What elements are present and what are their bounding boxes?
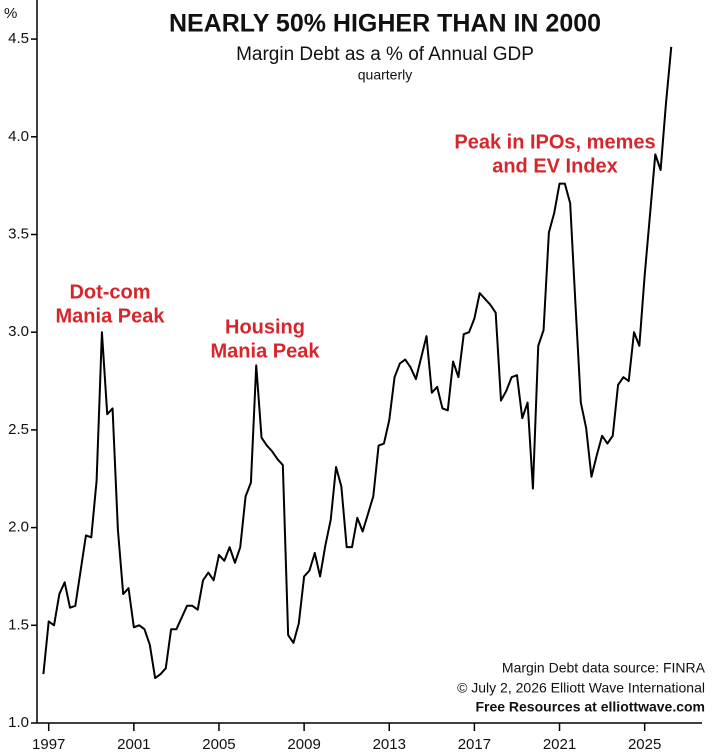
chart-subtitle: Margin Debt as a % of Annual GDP	[236, 44, 534, 65]
x-tick-label: 2017	[458, 736, 491, 752]
x-tick-label: 2025	[628, 736, 661, 752]
annotation: Housing	[225, 316, 305, 338]
y-tick-label: 2.5	[8, 421, 29, 438]
y-tick-label: 3.0	[8, 323, 29, 340]
source: Free Resources at elliottwave.com	[475, 699, 705, 715]
x-tick-label: 2009	[287, 736, 320, 752]
y-tick-label: 3.5	[8, 225, 29, 242]
y-tick-label: 1.5	[8, 616, 29, 633]
x-tick-label: 1997	[32, 736, 65, 752]
data-line	[42, 46, 673, 680]
y-tick-label: 2.0	[8, 519, 29, 536]
x-tick-label: 2005	[202, 736, 235, 752]
y-tick-label: 4.0	[8, 128, 29, 145]
y-tick-label: 1.0	[8, 714, 29, 731]
source: Margin Debt data source: FINRA	[502, 660, 706, 676]
annotation: and EV Index	[492, 155, 618, 177]
annotation: Dot-com	[69, 281, 150, 303]
chart-title: NEARLY 50% HIGHER THAN IN 2000	[169, 10, 601, 38]
annotation: Mania Peak	[56, 305, 166, 327]
y-axis-label: %	[4, 5, 17, 22]
annotation: Peak in IPOs, memes	[454, 131, 655, 153]
x-tick-label: 2021	[543, 736, 576, 752]
y-tick-label: 4.5	[8, 30, 29, 47]
x-tick-label: 2013	[373, 736, 406, 752]
frequency-note: quarterly	[358, 67, 412, 83]
annotation: Mania Peak	[211, 340, 321, 362]
source: © July 2, 2026 Elliott Wave Internationa…	[457, 680, 705, 696]
x-tick-label: 2001	[117, 736, 150, 752]
